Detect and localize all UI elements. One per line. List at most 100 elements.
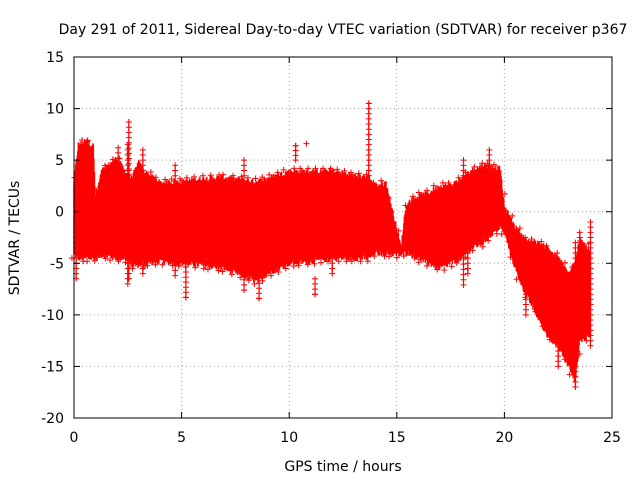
data-point <box>103 182 110 189</box>
data-point <box>139 167 146 174</box>
data-point <box>124 188 131 195</box>
data-point <box>555 311 562 318</box>
data-point <box>125 270 132 277</box>
data-point <box>572 296 579 303</box>
data-point <box>139 157 146 164</box>
data-point <box>587 234 594 241</box>
data-point <box>312 275 319 282</box>
data-point <box>365 115 372 122</box>
data-point <box>572 378 579 385</box>
data-point <box>393 254 400 261</box>
data-point <box>365 219 372 226</box>
data-point <box>572 311 579 318</box>
data-point <box>291 165 298 172</box>
data-point <box>400 253 407 260</box>
data-point <box>365 198 372 205</box>
data-point <box>386 253 393 260</box>
data-point <box>462 254 469 261</box>
data-point <box>172 209 179 216</box>
data-point <box>241 235 248 242</box>
data-point <box>115 155 122 162</box>
data-point <box>115 253 122 260</box>
data-point <box>501 190 508 197</box>
data-point <box>453 259 460 266</box>
data-points <box>68 100 594 391</box>
data-point <box>84 258 91 265</box>
data-point <box>125 150 132 157</box>
data-point <box>125 118 132 125</box>
data-point <box>572 332 579 339</box>
data-point <box>329 239 336 246</box>
data-point <box>139 260 146 267</box>
data-point <box>486 146 493 153</box>
data-point <box>256 270 263 277</box>
x-tick-label: 20 <box>495 430 513 446</box>
data-point <box>319 165 326 172</box>
data-point <box>572 363 579 370</box>
data-point <box>172 241 179 248</box>
data-point <box>256 255 263 262</box>
data-point <box>245 277 252 284</box>
data-point <box>329 244 336 251</box>
data-point <box>539 323 546 330</box>
data-point <box>486 203 493 210</box>
data-point <box>172 256 179 263</box>
data-point <box>464 219 471 226</box>
data-point <box>282 265 289 272</box>
data-point <box>572 373 579 380</box>
data-point <box>572 306 579 313</box>
data-point <box>341 167 348 174</box>
data-point <box>115 144 122 151</box>
data-point <box>182 258 189 265</box>
data-point <box>587 244 594 251</box>
data-point <box>292 142 299 149</box>
data-point <box>365 110 372 117</box>
data-point <box>460 250 467 257</box>
data-point <box>182 274 189 281</box>
data-point <box>555 322 562 329</box>
data-point <box>576 229 583 236</box>
data-point <box>370 179 377 186</box>
data-point <box>464 265 471 272</box>
data-point <box>522 291 529 298</box>
data-point <box>554 249 561 256</box>
data-point <box>439 179 446 186</box>
data-point <box>93 187 100 194</box>
data-point <box>297 165 304 172</box>
data-point <box>513 276 520 283</box>
data-point <box>363 171 370 178</box>
data-point <box>137 162 144 169</box>
data-point <box>587 260 594 267</box>
data-point <box>460 240 467 247</box>
data-point <box>115 186 122 193</box>
data-point <box>464 270 471 277</box>
y-tick-label: 5 <box>55 153 64 169</box>
data-point <box>83 138 90 145</box>
data-point <box>365 234 372 241</box>
data-point <box>139 198 146 205</box>
data-point <box>522 311 529 318</box>
data-point <box>329 213 336 220</box>
data-point <box>365 203 372 210</box>
data-point <box>522 270 529 277</box>
data-point <box>587 270 594 277</box>
data-point <box>329 224 336 231</box>
data-point <box>115 170 122 177</box>
data-point <box>172 220 179 227</box>
data-point <box>102 255 109 262</box>
data-point <box>430 182 437 189</box>
data-point <box>402 202 409 209</box>
data-point <box>572 337 579 344</box>
data-point <box>125 139 132 146</box>
data-point <box>220 171 227 178</box>
data-point <box>486 177 493 184</box>
data-point <box>329 219 336 226</box>
data-point <box>191 173 198 180</box>
data-point <box>587 249 594 256</box>
data-point <box>125 233 132 240</box>
data-point <box>486 151 493 158</box>
data-point <box>522 275 529 282</box>
data-point <box>124 219 131 226</box>
data-point <box>139 229 146 236</box>
data-point <box>566 371 573 378</box>
